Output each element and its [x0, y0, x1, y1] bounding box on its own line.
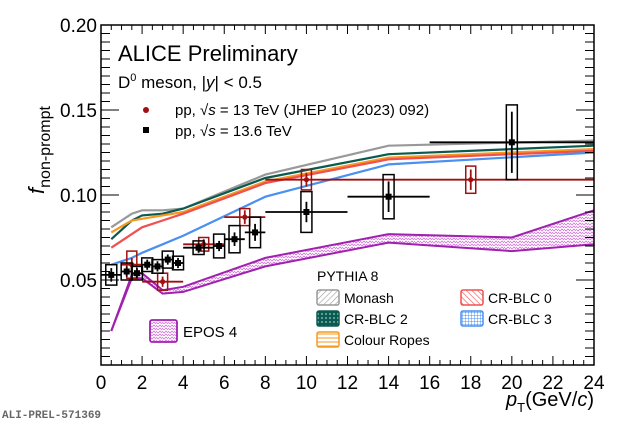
marker-square	[123, 268, 130, 275]
x-tick-label: 12	[337, 373, 358, 394]
legend-marker-13tev	[143, 107, 149, 113]
x-axis-title: pT(GeV/c)	[505, 389, 594, 415]
model-line-monash	[110, 139, 595, 229]
legend-label-crblc3: CR-BLC 3	[488, 311, 552, 327]
y-axis-title-f: f	[24, 185, 49, 194]
y-tick-label: 0.10	[60, 186, 97, 207]
marker-square	[175, 260, 182, 266]
svg-text:fnon-prompt: fnon-prompt	[24, 105, 54, 194]
model-line-cr-blc-2	[110, 144, 595, 241]
x-tick-label: 0	[96, 373, 107, 394]
axes: 0 2 4 6 8 10 12 14 16 18 20 22 240.050.100.150.20	[60, 16, 605, 394]
legend-label-epos4: EPOS 4	[183, 324, 237, 341]
marker-square	[195, 244, 202, 251]
data-points	[101, 104, 594, 291]
marker-square	[108, 271, 115, 278]
x-tick-label: 16	[419, 373, 440, 394]
x-tick-label: 20	[501, 373, 522, 394]
data-point-13p6tev	[130, 265, 144, 281]
model-line-cr-blc-0	[110, 149, 595, 249]
model-line-cr-blc-3	[110, 151, 595, 266]
y-axis-title: fnon-prompt	[24, 105, 54, 194]
marker-square	[144, 261, 151, 268]
x-tick-label: 14	[378, 373, 400, 394]
x-tick-label: 8	[260, 373, 271, 394]
legend-models-title: PYTHIA 8	[317, 268, 379, 284]
chart-subtitle: D0 meson, |y| < 0.5	[118, 72, 262, 92]
marker-square	[231, 236, 238, 243]
syst-box	[130, 265, 144, 281]
marker-square	[385, 193, 392, 200]
syst-box	[212, 233, 226, 259]
marker-square	[154, 263, 161, 270]
legend-label-13p6tev: pp, √s = 13.6 TeV	[175, 123, 292, 140]
legend-label-monash: Monash	[344, 290, 394, 306]
x-tick-label: 22	[542, 373, 563, 394]
data-point-13p6tev	[212, 233, 226, 259]
x-tick-label: 6	[219, 373, 230, 394]
y-tick-label: 0.05	[60, 271, 97, 292]
y-axis-title-sub: non-prompt	[37, 105, 54, 187]
x-tick-label: 4	[178, 373, 189, 394]
marker-square	[303, 209, 310, 215]
chart-title: ALICE Preliminary	[118, 41, 298, 66]
legend-label-crblc2: CR-BLC 2	[344, 311, 408, 327]
x-tick-label: 10	[296, 373, 317, 394]
marker-square	[133, 270, 140, 277]
data-point-13p6tev	[347, 173, 430, 220]
data-point-13p6tev	[429, 104, 594, 181]
data-point-13tev	[347, 165, 594, 195]
legend-swatch-crblc2	[316, 310, 340, 327]
legend-swatch-crblc3	[460, 310, 484, 327]
legend-data: pp, √s = 13 TeV (JHEP 10 (2023) 092) pp,…	[143, 102, 429, 140]
legend-label-13tev: pp, √s = 13 TeV (JHEP 10 (2023) 092)	[175, 102, 429, 119]
legend-swatch-colour-ropes	[316, 331, 340, 348]
marker-square	[164, 256, 171, 263]
data-point-13p6tev	[151, 258, 164, 274]
legend-label-crblc0: CR-BLC 0	[488, 290, 552, 306]
figure-id: ALI-PREL-571369	[2, 410, 102, 422]
model-line-colour-ropes	[110, 148, 595, 234]
data-point-13p6tev	[244, 216, 266, 249]
legend-swatch-epos4	[149, 319, 178, 343]
marker-circle	[468, 177, 474, 183]
data-point-13p6tev	[140, 257, 154, 273]
marker-square	[252, 229, 259, 236]
syst-box	[171, 255, 185, 271]
y-tick-label: 0.15	[60, 101, 97, 122]
data-point-13p6tev	[224, 224, 245, 254]
marker-circle	[303, 177, 310, 183]
data-point-13tev	[265, 168, 348, 191]
model-band-epos4	[111, 210, 594, 331]
marker-square	[216, 243, 223, 249]
marker-circle	[160, 279, 166, 285]
x-tick-label: 24	[583, 373, 605, 394]
marker-circle	[242, 214, 248, 220]
legend-marker-13p6tev	[143, 127, 149, 133]
legend-label-colour-ropes: Colour Ropes	[344, 332, 430, 348]
y-tick-label: 0.20	[60, 16, 97, 37]
legend-models: PYTHIA 8 Monash CR-BLC 0 CR-BLC 2 CR-BLC…	[149, 268, 552, 348]
data-point-13p6tev	[265, 190, 348, 234]
x-tick-label: 18	[460, 373, 481, 394]
legend-swatch-crblc0	[460, 289, 484, 306]
data-point-13p6tev	[183, 240, 214, 256]
legend-swatch-monash	[316, 289, 340, 306]
x-tick-label: 2	[137, 373, 148, 394]
data-point-13p6tev	[101, 263, 122, 286]
data-point-13p6tev	[161, 250, 175, 269]
marker-square	[508, 139, 515, 146]
data-point-13p6tev	[171, 255, 185, 271]
